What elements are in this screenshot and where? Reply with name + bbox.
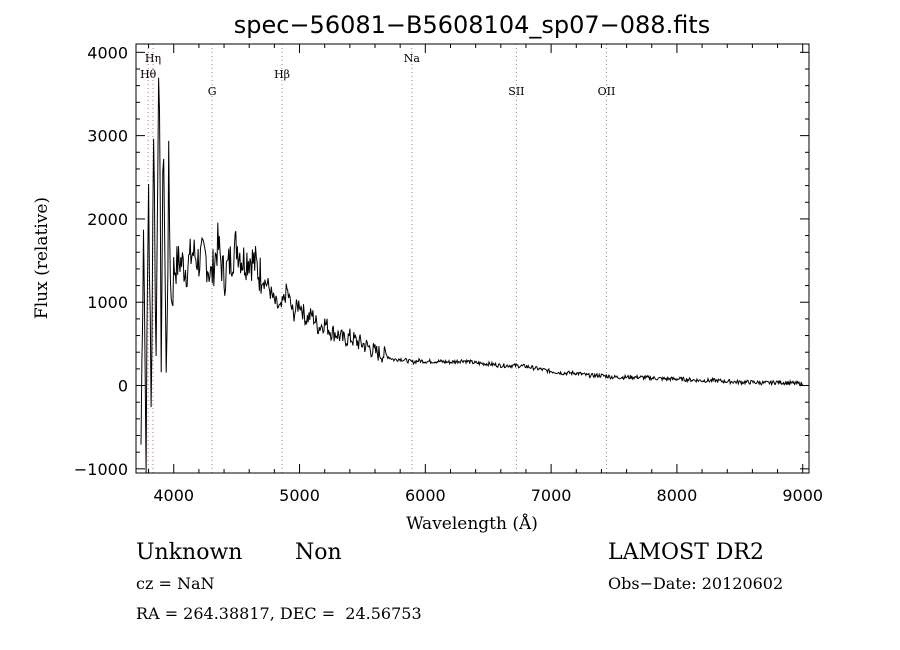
y-tick-label: 4000 <box>87 43 128 62</box>
obs-date-text: Obs−Date: 20120602 <box>608 574 784 593</box>
redshift-text: cz = NaN <box>136 574 215 593</box>
spectral-line-label: G <box>208 85 217 98</box>
y-tick-label: −1000 <box>74 460 128 479</box>
spectral-line-label: Hθ <box>140 68 157 81</box>
y-tick-label: 2000 <box>87 210 128 229</box>
x-axis-label: Wavelength (Å) <box>406 513 538 534</box>
object-subclass: Non <box>295 540 342 565</box>
spectral-line-markers: Hη Hθ G Hβ Na SII OII <box>140 44 615 473</box>
spectral-line-label: Hη <box>145 52 161 65</box>
x-tick-label: 6000 <box>405 486 446 505</box>
y-axis-label: Flux (relative) <box>32 197 52 319</box>
y-tick-label: 3000 <box>87 127 128 146</box>
y-tick-label: 1000 <box>87 293 128 312</box>
spectral-line-label: Hβ <box>274 68 290 81</box>
series-layer <box>140 77 804 474</box>
chart-title: spec−56081−B5608104_sp07−088.fits <box>234 11 710 39</box>
spectrum-line <box>140 77 804 474</box>
x-tick-label: 8000 <box>657 486 698 505</box>
object-class: Unknown <box>136 540 243 565</box>
y-tick-label: 0 <box>118 377 128 396</box>
survey-name: LAMOST DR2 <box>608 540 764 565</box>
spectral-line-label: OII <box>598 85 616 98</box>
spectral-line-label: SII <box>508 85 524 98</box>
plot-frame <box>135 43 810 474</box>
x-tick-label: 5000 <box>279 486 320 505</box>
x-tick-label: 9000 <box>782 486 823 505</box>
x-tick-label: 7000 <box>531 486 572 505</box>
axis-ticks: 4000 5000 6000 7000 8000 9000 −1000 0 1000 2000 30… <box>74 43 823 505</box>
coordinates-text: RA = 264.38817, DEC = 24.56753 <box>136 604 422 623</box>
spectral-line-label: Na <box>404 52 421 65</box>
x-tick-label: 4000 <box>153 486 194 505</box>
